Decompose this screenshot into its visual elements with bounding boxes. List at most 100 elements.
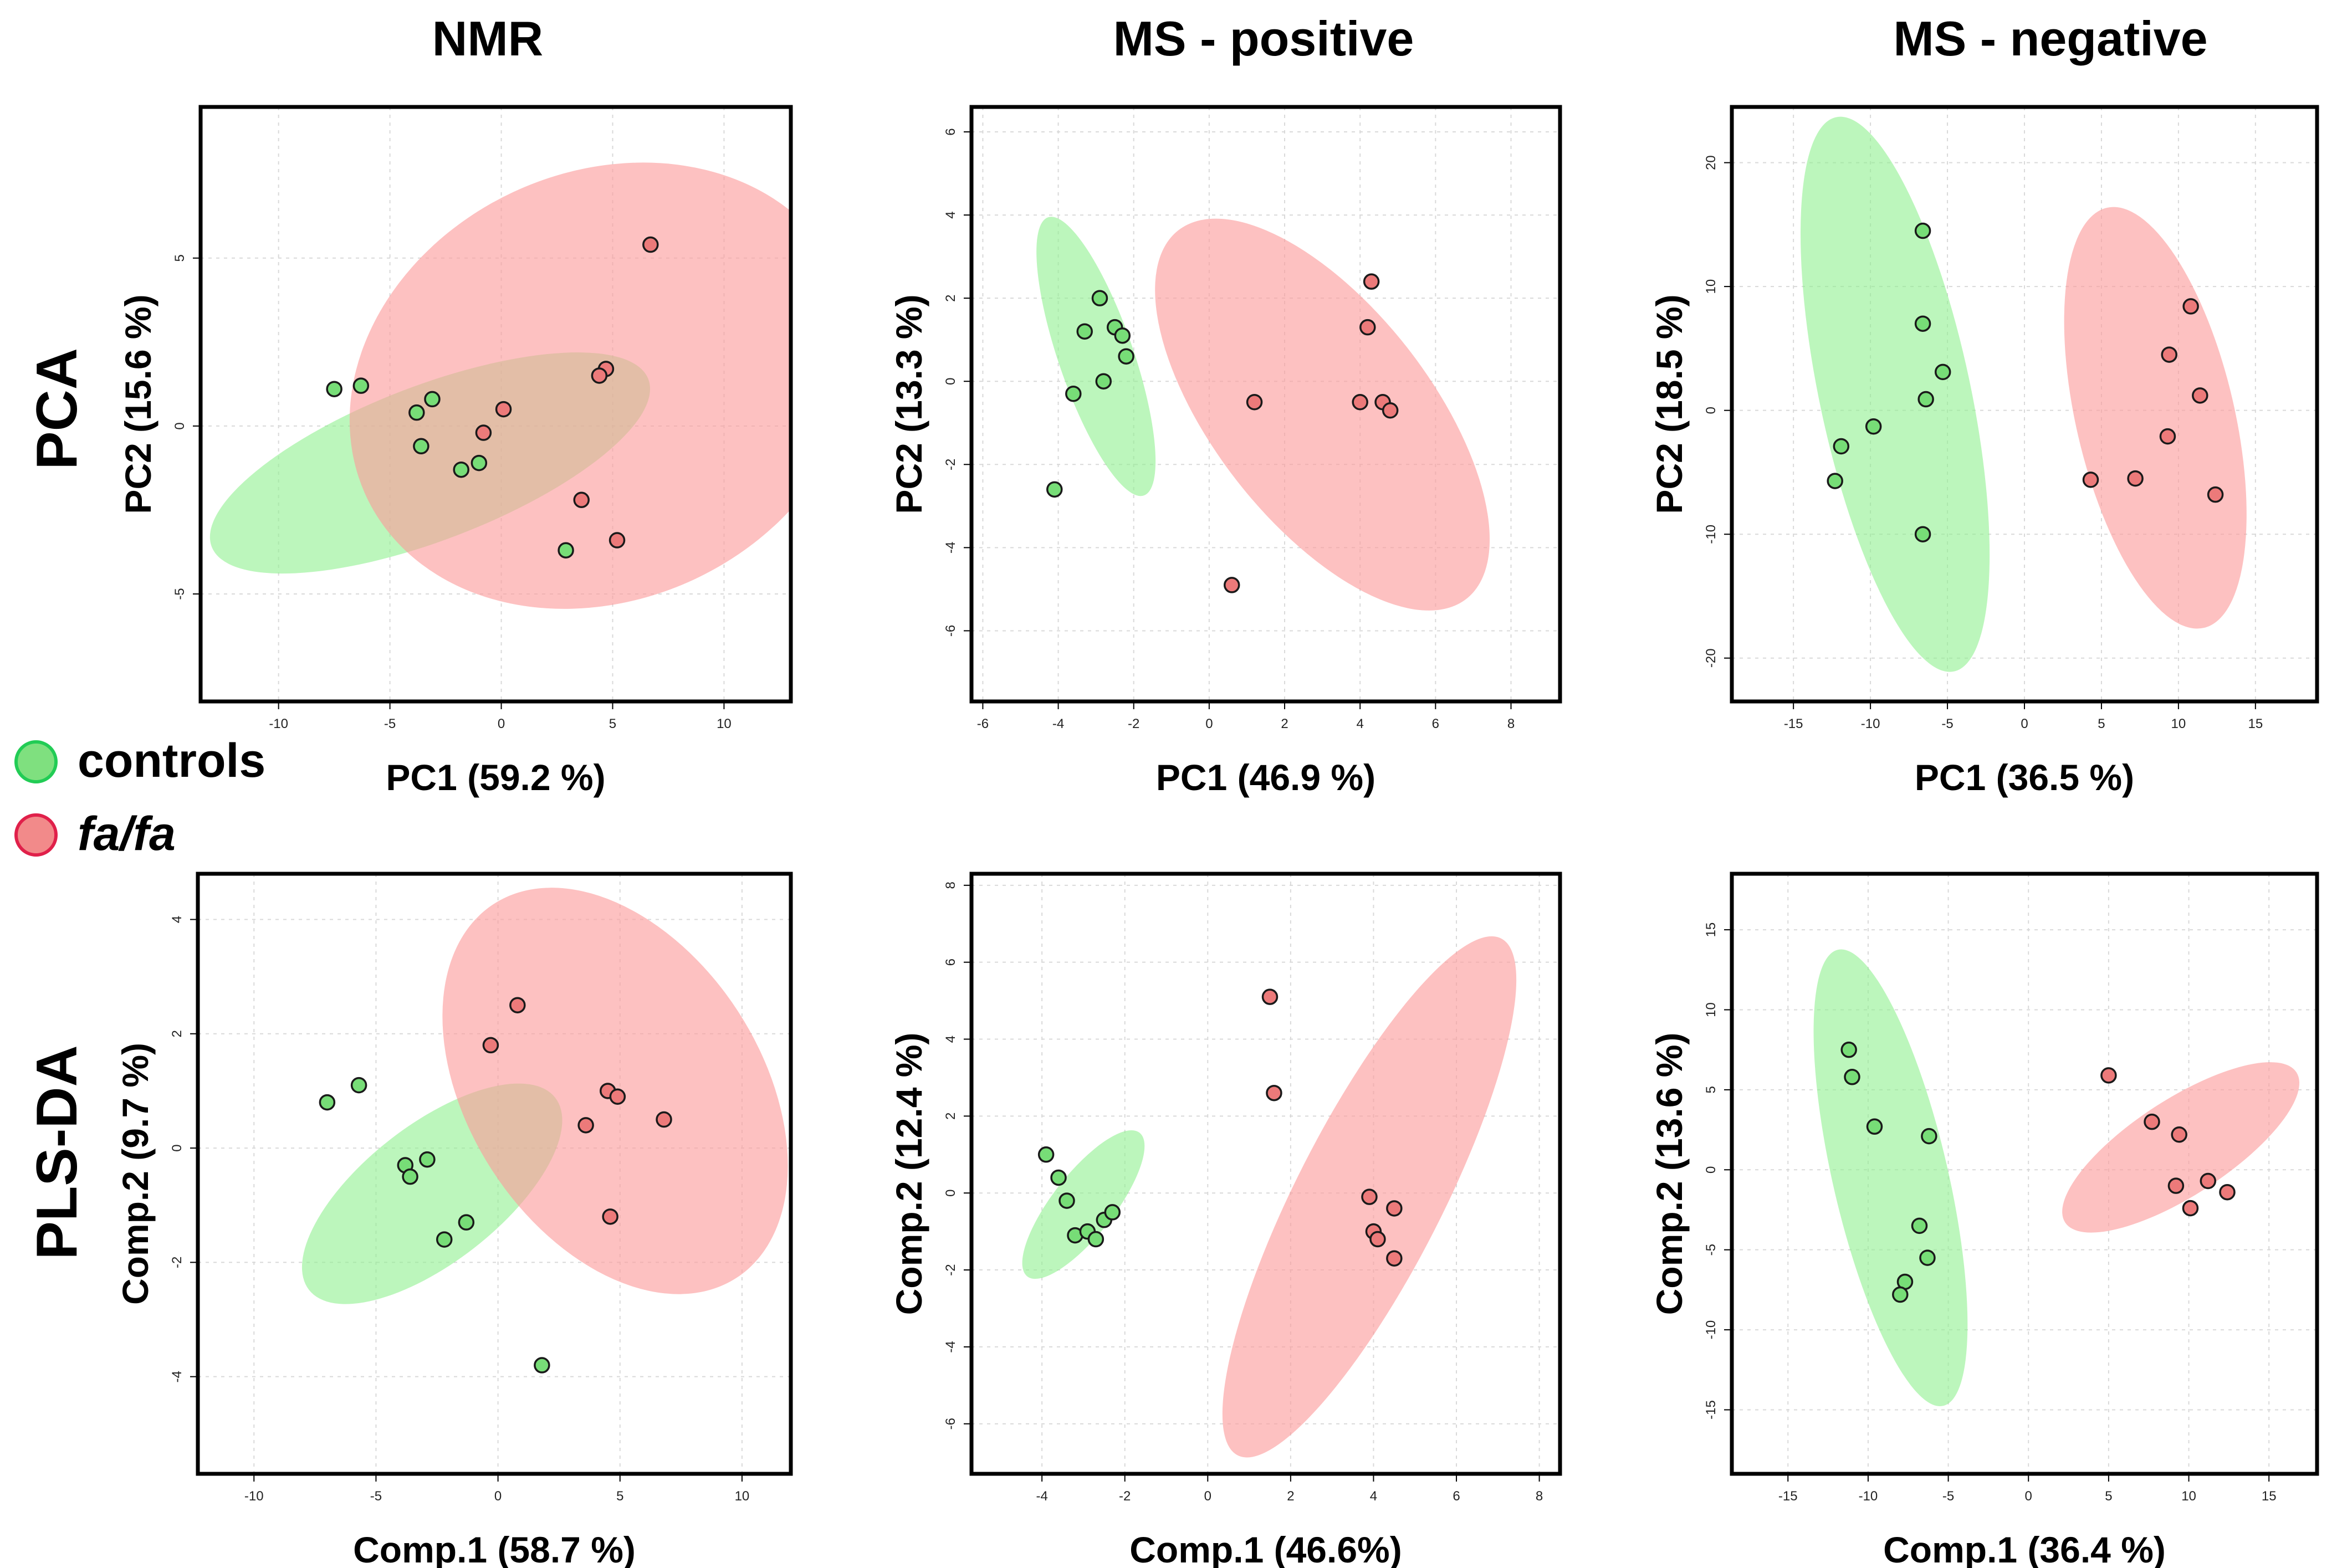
panel-0-x-axis-label: PC1 (59.2 %)	[386, 757, 605, 798]
panel-2-point-fafa	[2161, 346, 2177, 363]
panel-5-x-tick-label: 15	[2262, 1489, 2277, 1504]
panel-3-x-tick-label: 5	[616, 1489, 623, 1504]
panel-2-plot-frame	[1730, 105, 2319, 704]
panel-2-y-tick-label: 0	[1704, 407, 1719, 414]
panel-1-point-fafa	[1223, 577, 1240, 593]
panel-4-y-tick-label: 2	[943, 1113, 958, 1120]
panel-2-ellipses	[1801, 116, 2247, 672]
panel-2-point-controls	[1914, 315, 1931, 332]
panel-0-point-fafa	[642, 236, 659, 253]
panel-0-point-fafa	[495, 401, 512, 418]
panel-1-x-tick-label: 8	[1507, 716, 1515, 731]
panel-5-y-axis-label: Comp.2 (13.6 %)	[1649, 1033, 1690, 1315]
panel-3-point-controls	[436, 1231, 453, 1248]
panel-3-point-controls	[402, 1168, 418, 1185]
panel-plsda-ms-negative: -15 -10 -5 0 5 10 15 -15 -10 -5 0 5 10 15 Comp.1 (36.4…	[1649, 872, 2319, 1568]
panel-3-x-tick-label: 10	[735, 1489, 750, 1504]
panel-0-point-controls	[471, 454, 488, 472]
legend: controls fa/fa	[14, 734, 265, 860]
panel-4-x-tick-label: 6	[1453, 1489, 1460, 1504]
panel-0-x-tick-label: -10	[269, 716, 288, 731]
panel-0-point-controls	[413, 438, 429, 455]
panel-0-point-controls	[352, 377, 370, 394]
panel-2-y-tick-label: 20	[1704, 155, 1719, 170]
panel-1-x-axis-label: PC1 (46.9 %)	[1156, 757, 1375, 798]
panel-2-y-tick-label: -10	[1704, 525, 1719, 544]
panel-2-y-tick-label: -20	[1704, 648, 1719, 668]
panel-3-point-fafa	[656, 1111, 672, 1128]
panel-5-point-controls	[1866, 1118, 1883, 1135]
panel-2-point-controls	[1865, 418, 1882, 435]
panel-1-y-tick-label: -6	[943, 625, 958, 637]
column-title-ms-negative: MS - negative	[1893, 11, 2207, 66]
legend-marker-controls	[14, 740, 58, 783]
panel-2-point-fafa	[2127, 470, 2144, 487]
panel-5-x-tick-label: 10	[2181, 1489, 2196, 1504]
panel-2-point-controls	[1917, 391, 1934, 408]
panel-5-point-fafa	[2167, 1177, 2185, 1194]
panel-4-point-controls	[1037, 1146, 1055, 1163]
panel-1-point-controls	[1076, 323, 1093, 340]
panel-4-y-tick-label: -2	[943, 1264, 958, 1275]
panel-5-x-tick-label: 5	[2105, 1489, 2112, 1504]
column-title-nmr: NMR	[432, 11, 543, 66]
panel-2-x-axis-label: PC1 (36.5 %)	[1915, 757, 2134, 798]
panel-5-point-controls	[1911, 1217, 1928, 1234]
panel-3-plot-frame	[196, 872, 793, 1476]
panel-1-y-tick-label: 6	[943, 128, 958, 135]
panel-0-point-controls	[558, 542, 574, 558]
panel-1-point-fafa	[1246, 393, 1263, 411]
panel-2-point-controls	[1914, 526, 1931, 542]
panel-5-point-fafa	[2171, 1126, 2187, 1143]
panel-2-y-axis-label: PC2 (18.5 %)	[1649, 294, 1690, 514]
panel-0-plot-frame	[198, 105, 793, 704]
panel-3-y-tick-label: 0	[170, 1144, 185, 1151]
panel-3-point-fafa	[577, 1117, 594, 1134]
panel-5-point-controls	[1892, 1286, 1909, 1303]
legend-label-fafa: fa/fa	[78, 807, 176, 860]
panel-2-point-controls	[1827, 473, 1843, 489]
panel-1-x-tick-label: 0	[1205, 716, 1213, 731]
panel-5-ellipses	[1813, 949, 2300, 1406]
panel-2-point-controls	[1934, 363, 1951, 381]
panel-5-y-tick-label: 5	[1704, 1086, 1719, 1093]
panel-3-point-controls	[419, 1151, 436, 1168]
panel-pca-nmr: -10 -5 0 5 10 -5 0 5 PC1 (59.2 %) PC2 (15.6 %)	[117, 105, 793, 798]
panel-4-x-tick-label: 2	[1287, 1489, 1294, 1504]
row-title-plsda: PLS-DA	[25, 1045, 89, 1259]
panel-0-x-tick-label: 0	[498, 716, 505, 731]
panel-1-point-fafa	[1359, 319, 1376, 336]
panel-1-point-fafa	[1363, 273, 1380, 290]
panel-1-x-tick-label: -6	[977, 716, 989, 731]
panel-5-y-tick-label: 15	[1704, 923, 1719, 937]
panel-0-y-tick-label: 0	[172, 422, 187, 429]
panel-4-y-tick-label: 0	[943, 1190, 958, 1197]
panel-0-point-fafa	[608, 532, 626, 549]
panel-1-y-tick-label: 0	[943, 378, 958, 385]
panel-2-x-tick-label: 15	[2248, 716, 2263, 731]
panel-5-x-axis-label: Comp.1 (36.4 %)	[1883, 1529, 2166, 1568]
panel-0-point-controls	[326, 381, 342, 397]
panel-0-x-tick-label: 5	[609, 716, 616, 731]
panel-1-point-controls	[1065, 385, 1082, 402]
panel-4-y-tick-label: 6	[943, 959, 958, 966]
panel-2-x-tick-label: 5	[2098, 716, 2105, 731]
panel-0-x-tick-label: -5	[384, 716, 396, 731]
legend-label-controls: controls	[78, 734, 265, 787]
panel-4-y-axis-label: Comp.2 (12.4 %)	[888, 1033, 929, 1315]
legend-marker-fafa	[14, 813, 58, 857]
panel-2-point-controls	[1914, 222, 1931, 239]
panel-3-y-tick-label: 2	[170, 1030, 185, 1037]
panel-5-ellipse-fafa	[2062, 1062, 2300, 1233]
panel-1-y-tick-label: -4	[943, 542, 958, 554]
panel-5-x-tick-label: -5	[1942, 1489, 1954, 1504]
panel-1-point-controls	[1091, 290, 1108, 306]
panel-0-point-controls	[408, 404, 425, 421]
panel-3-point-controls	[534, 1357, 550, 1374]
panel-3-x-axis-label: Comp.1 (58.7 %)	[353, 1529, 636, 1568]
panel-3-x-tick-label: -5	[370, 1489, 382, 1504]
panel-5-point-fafa	[2182, 1200, 2199, 1217]
panel-1-x-tick-label: -2	[1128, 716, 1139, 731]
panel-1-y-tick-label: 2	[943, 294, 958, 301]
panel-3-y-tick-label: 4	[170, 916, 185, 923]
